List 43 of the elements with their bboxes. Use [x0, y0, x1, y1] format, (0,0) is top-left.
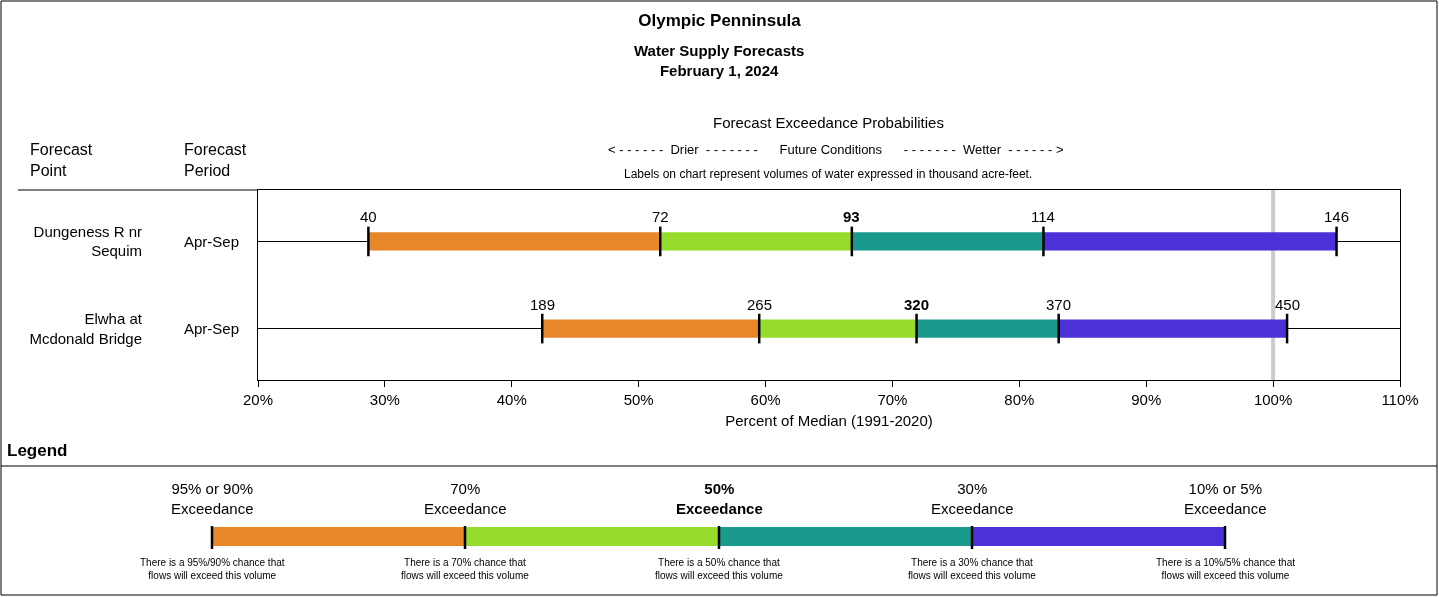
x-tick-label: 30%: [369, 391, 400, 408]
x-axis-title: Percent of Median (1991-2020): [725, 412, 933, 429]
text: 70% Exceedance: [424, 480, 507, 517]
text: There is a 50% chance that flows will exceed this volume: [655, 557, 784, 581]
x-tick-label: 60%: [750, 391, 781, 408]
y-tick-label: Elwha at Mcdonald Bridge: [29, 310, 143, 347]
text: 10% or 5% Exceedance: [1184, 480, 1267, 517]
text: There is a 95%/90% chance that flows will exceed this volume: [140, 557, 285, 581]
text: 30% Exceedance: [931, 480, 1014, 517]
text: There is a 30% chance that flows will exceed this volume: [908, 557, 1037, 581]
annotation: 40: [360, 208, 377, 225]
x-tick-label: 100%: [1253, 391, 1293, 408]
annotation: 93: [843, 208, 860, 225]
text: Apr-Sep: [184, 233, 240, 250]
annotation: 450: [1275, 296, 1301, 313]
annotation: 320: [904, 296, 930, 313]
text: < - - - - - - Drier - - - - - - - Future Conditions - - - - - - - Wetter - - - - - - >: [608, 142, 1064, 157]
text: Legend: [7, 441, 68, 460]
chart-title: Olympic Penninsula: [638, 10, 802, 30]
annotation: 189: [530, 296, 556, 313]
text: Labels on chart represent volumes of water expressed in thousand acre-feet.: [624, 167, 1033, 181]
text: Forecast Point: [30, 141, 93, 179]
text: 50% Exceedance: [676, 480, 763, 517]
annotation: 72: [652, 208, 669, 225]
chart-subtitle: Water Supply Forecasts February 1, 2024: [634, 42, 805, 79]
x-tick-label: 20%: [242, 391, 274, 408]
text: Forecast Exceedance Probabilities: [713, 114, 944, 131]
x-tick-label: 80%: [1004, 391, 1035, 408]
x-tick-label: 70%: [877, 391, 908, 408]
text: 95% or 90% Exceedance: [171, 480, 254, 517]
annotation: 370: [1046, 296, 1072, 313]
annotation: 114: [1031, 208, 1055, 225]
annotation: 265: [747, 296, 773, 313]
x-tick-label: 90%: [1131, 391, 1162, 408]
x-tick-label: 50%: [623, 391, 654, 408]
text: Forecast Period: [184, 141, 247, 179]
x-tick-label: 110%: [1381, 391, 1419, 408]
text: Apr-Sep: [184, 320, 240, 337]
x-tick-label: 40%: [496, 391, 527, 408]
y-tick-label: Dungeness R nr Sequim: [33, 222, 142, 260]
text: There is a 10%/5% chance that flows will exceed this volume: [1156, 557, 1296, 581]
annotation: 146: [1324, 208, 1350, 225]
text: There is a 70% chance that flows will exceed this volume: [401, 557, 530, 581]
